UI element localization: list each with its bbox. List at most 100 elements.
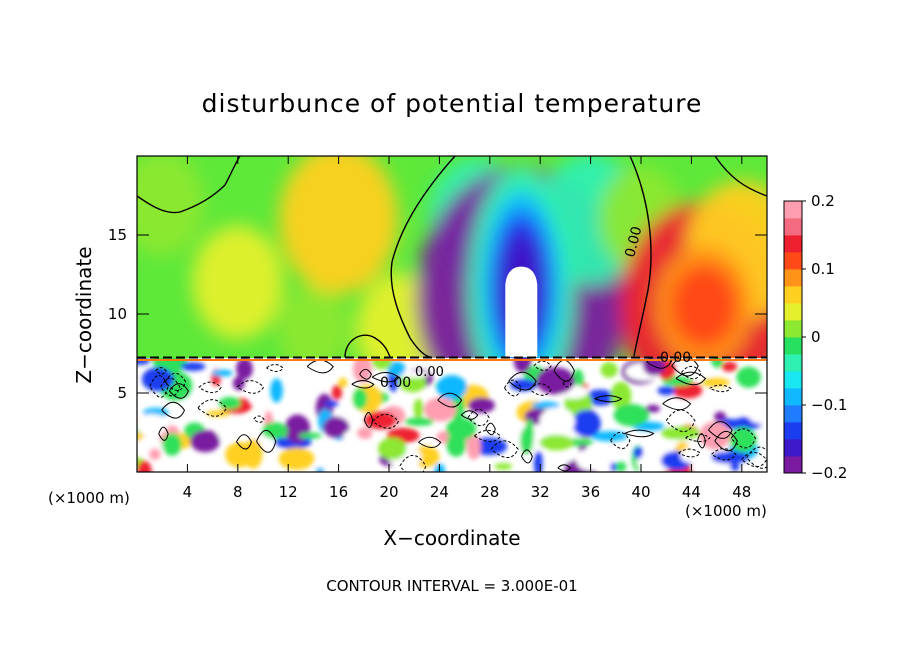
turbulence-blob <box>729 463 740 471</box>
turbulence-blob <box>243 438 263 469</box>
turbulence-contour <box>473 429 502 443</box>
contour-zero-center <box>390 156 456 358</box>
turbulence-contour <box>711 448 737 461</box>
turbulence-blob <box>356 427 373 440</box>
turbulence-blob <box>539 434 574 451</box>
colorbar-swatch <box>784 320 802 338</box>
turbulence-blob <box>680 448 702 463</box>
turbulence-blob <box>387 361 406 377</box>
turbulence-contour <box>266 364 284 372</box>
turbulence-contour <box>155 367 167 375</box>
colorbar-swatch <box>784 337 802 355</box>
contour-zero-left <box>137 156 241 214</box>
x-axis: 4 8 12 16 20 24 28 32 36 40 44 48 <box>183 156 751 501</box>
turbulence-contour <box>197 399 228 417</box>
turbulence-blob <box>572 369 584 391</box>
y-tick-label: 15 <box>108 226 127 244</box>
contour-zero-top-right <box>714 156 767 197</box>
x-tick-label: 12 <box>279 483 298 501</box>
turbulence-blob <box>190 429 220 453</box>
field-blob <box>279 156 399 294</box>
turbulence-blob <box>672 382 703 399</box>
colorbar-swatch <box>784 235 802 253</box>
y-tick-label: 10 <box>108 305 127 323</box>
contour-label-lower-1: 0.00 <box>380 375 411 391</box>
turbulence-blob <box>645 404 661 413</box>
x-tick-label: 36 <box>581 483 600 501</box>
turbulence-blob <box>710 451 749 464</box>
turbulence-blob <box>236 358 253 380</box>
colorbar-swatch <box>784 456 802 474</box>
turbulence-blob <box>149 448 161 461</box>
turbulence-blob <box>331 385 343 400</box>
x-tick-label: 24 <box>430 483 449 501</box>
contour-zero-right <box>629 156 652 357</box>
turbulence-blob <box>721 361 738 372</box>
turbulence-blob <box>701 377 730 387</box>
turbulence-contour <box>256 429 277 453</box>
x-tick-label: 48 <box>732 483 751 501</box>
turbulence-blob <box>513 358 532 373</box>
turbulence-contour <box>467 408 490 427</box>
turbulence-blob <box>232 376 245 391</box>
x-tick-label: 8 <box>233 483 243 501</box>
turbulence-contour <box>149 375 169 398</box>
turbulence-contour <box>160 377 181 397</box>
turbulence-blob <box>324 400 339 407</box>
x-tick-label: 32 <box>531 483 550 501</box>
turbulence-contour <box>359 368 372 380</box>
turbulence-blob <box>467 397 495 414</box>
colorbar-swatch <box>784 405 802 423</box>
turbulence-blob <box>436 375 468 400</box>
turbulence-contour <box>529 383 552 396</box>
turbulence-blob <box>423 397 457 422</box>
turbulence-contour <box>553 359 575 382</box>
turbulence-blob <box>323 416 350 438</box>
contour-interval-note: CONTOUR INTERVAL = 3.000E-01 <box>326 577 577 595</box>
turbulence-blob <box>211 369 233 377</box>
turbulence-blob <box>247 412 263 440</box>
turbulence-blob <box>413 398 424 419</box>
turbulence-blob <box>657 386 676 396</box>
turbulence-blob <box>352 387 368 410</box>
x-tick-label: 16 <box>329 483 348 501</box>
turbulence-blob <box>378 437 407 460</box>
x-tick-label: 40 <box>631 483 650 501</box>
turbulence-contour <box>399 454 427 472</box>
turbulence-blob <box>736 366 761 388</box>
turbulence-contour <box>624 429 655 438</box>
turbulence-contour <box>675 371 707 386</box>
turbulence-blob <box>446 417 477 440</box>
turbulence-contour <box>665 409 696 433</box>
plot-area: 0.00 0.00 0.00 0.00 <box>137 156 767 472</box>
turbulence-blob <box>610 381 632 410</box>
lower-blobs <box>137 358 767 472</box>
turbulence-contour <box>418 436 442 448</box>
colorbar-swatch <box>784 371 802 389</box>
y-axis-label: Z−coordinate <box>72 246 96 383</box>
contour-label-interface: 0.00 <box>660 350 691 366</box>
field-blob <box>278 286 349 374</box>
turbulence-blob <box>284 414 311 444</box>
turbulence-blob <box>688 370 713 377</box>
turbulence-blob <box>531 401 560 409</box>
turbulence-contour <box>714 430 738 452</box>
lower-contours <box>149 358 767 472</box>
contour-label-upper: 0.00 <box>622 225 645 259</box>
turbulence-contour <box>594 395 623 403</box>
colorbar-swatch <box>784 252 802 270</box>
turbulence-blob <box>205 410 231 417</box>
y-tick-label: 5 <box>117 384 127 402</box>
turbulence-contour <box>557 464 571 472</box>
y-axis: 5 10 15 <box>108 226 767 402</box>
turbulence-contour <box>351 380 375 389</box>
field-blob <box>192 225 284 340</box>
turbulence-contour <box>437 392 463 408</box>
turbulence-contour <box>562 379 572 388</box>
turbulence-blob <box>600 361 618 378</box>
turbulence-blob <box>615 461 627 472</box>
colorbar-tick-label: 0.1 <box>811 260 835 278</box>
turbulence-blob <box>572 409 601 438</box>
turbulence-blob <box>591 431 628 442</box>
